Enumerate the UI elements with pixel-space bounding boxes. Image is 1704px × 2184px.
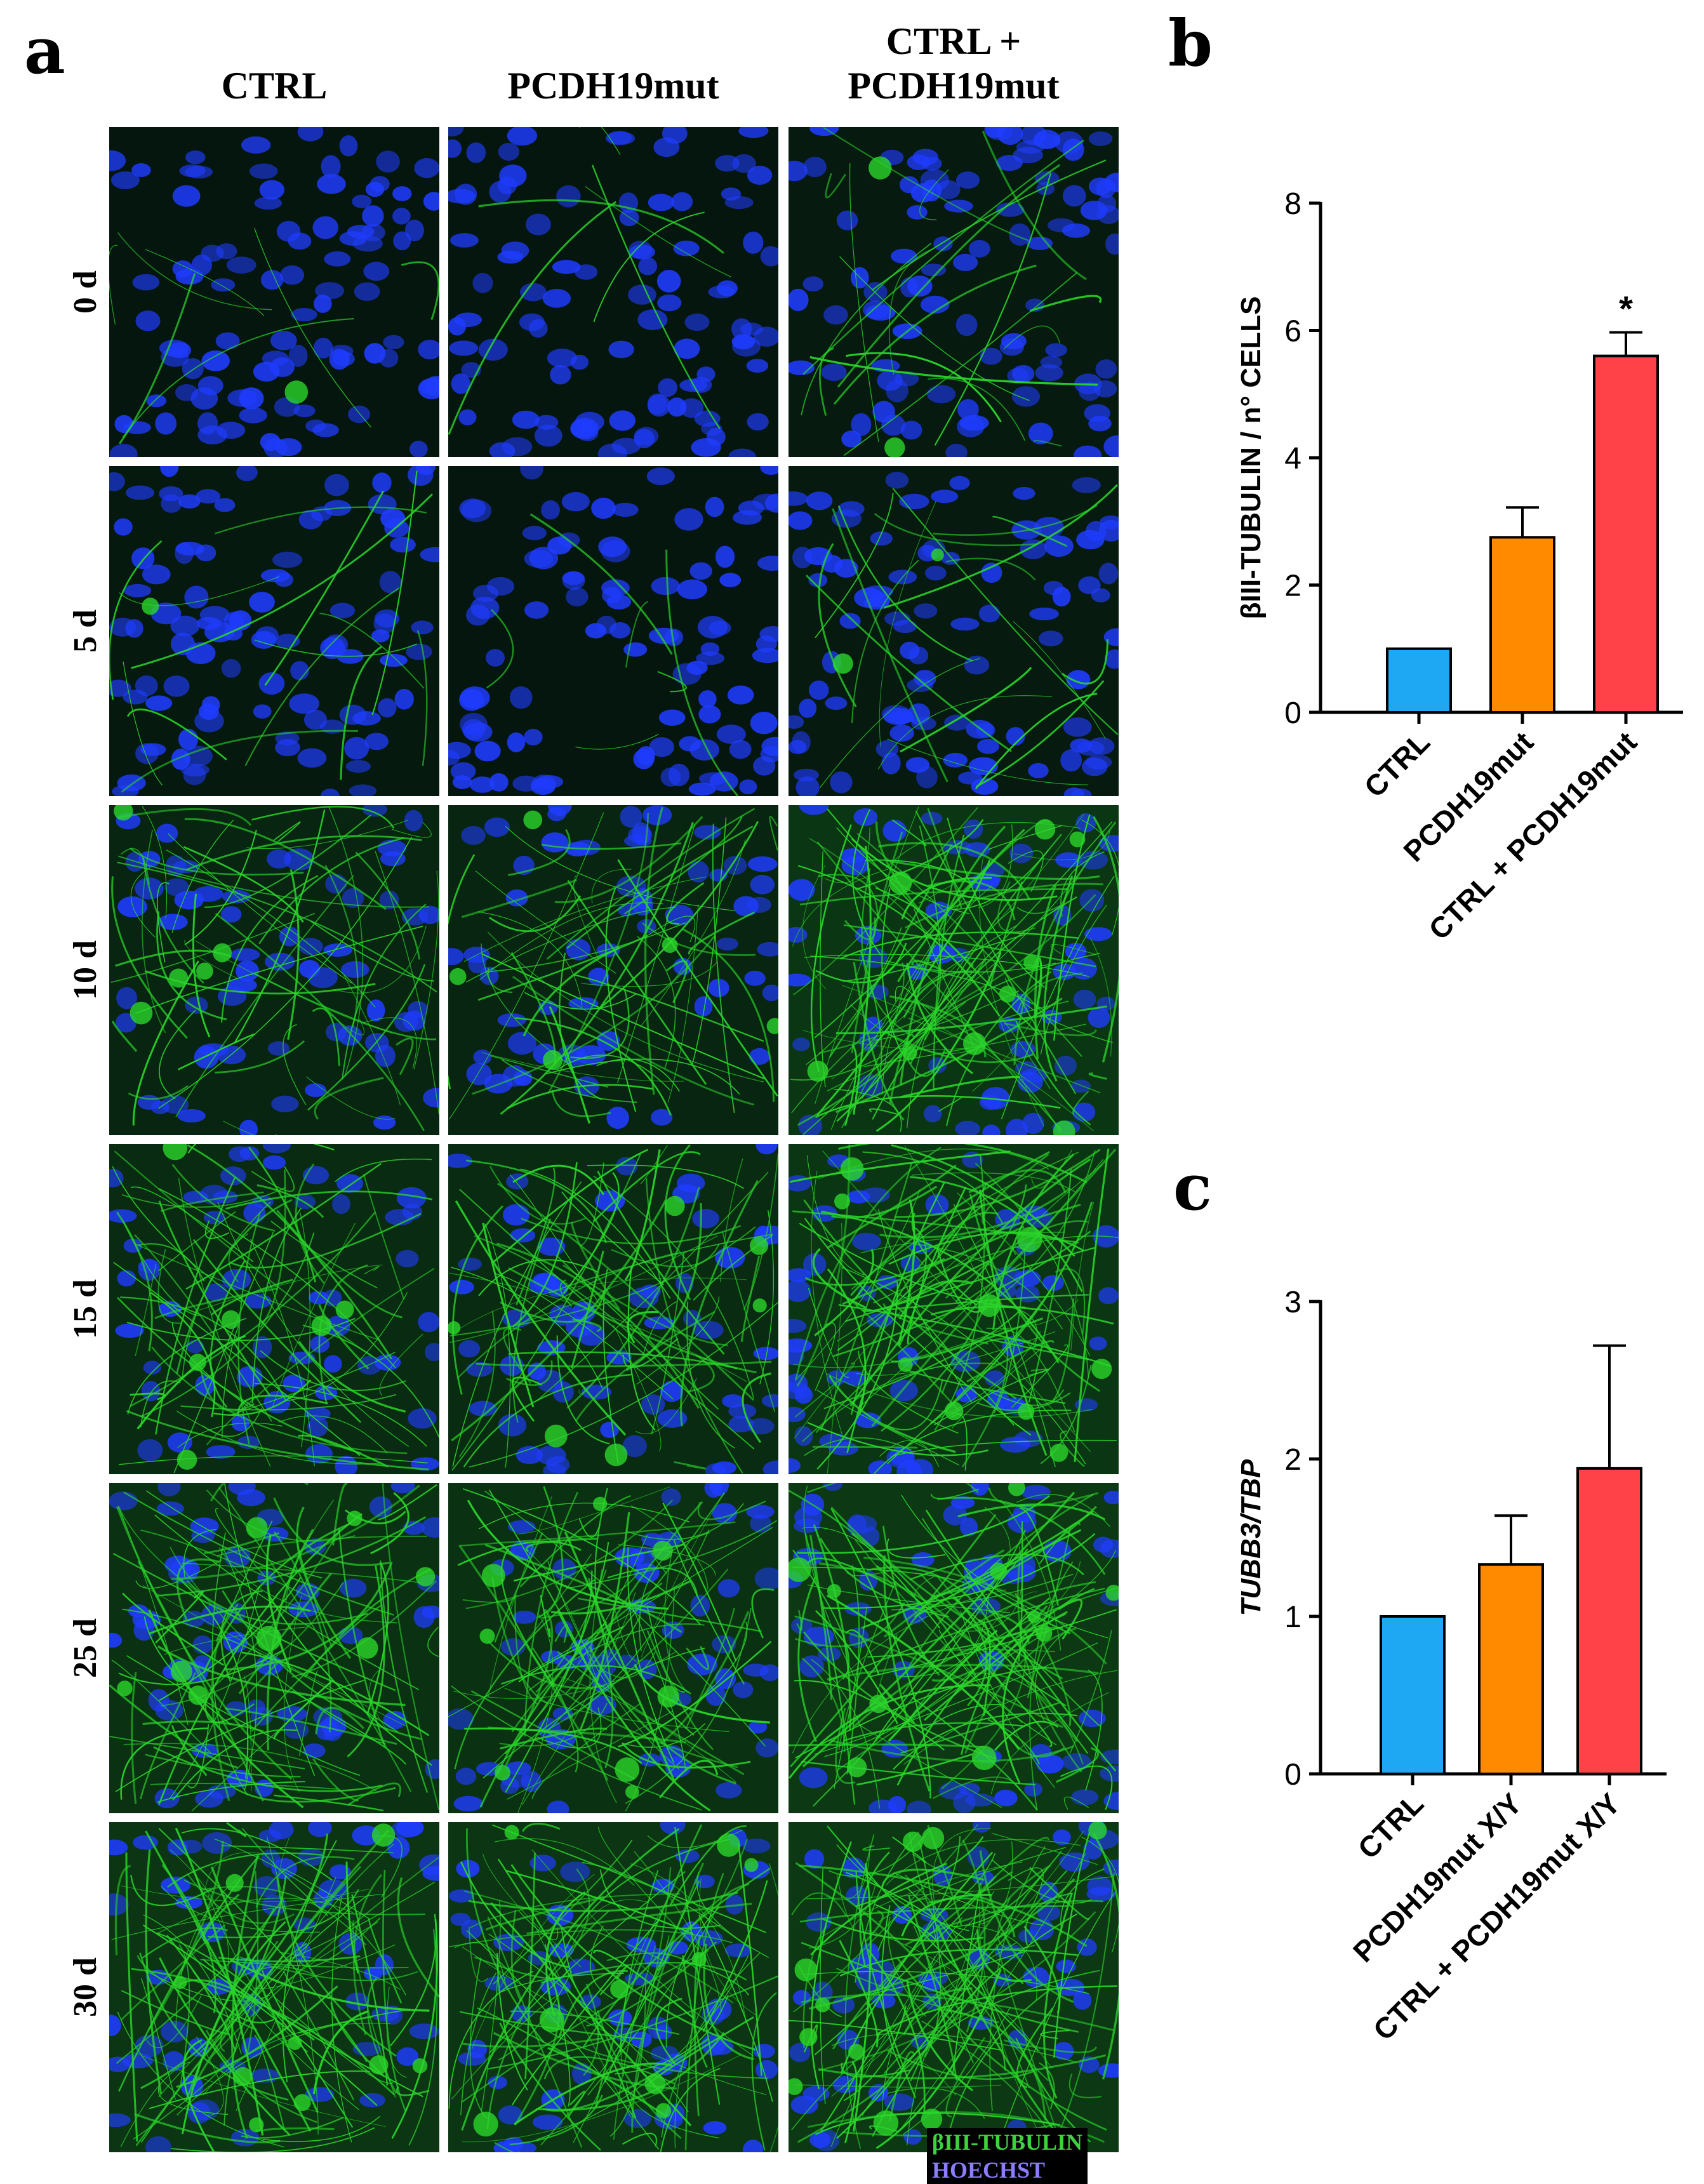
column-header-0: CTRL [109,63,439,108]
microscopy-image-r5-c1 [448,1822,778,2152]
microscopy-image-r3-c1 [448,1144,778,1474]
panel-label-b: b [1168,6,1213,81]
y-axis-label: TUBB3/TBP [1235,1459,1267,1616]
microscopy-image-r0-c0 [109,127,439,457]
microscopy-image-r5-c0 [109,1822,439,2152]
bar-0 [1386,647,1452,714]
microscopy-image-r1-c2 [789,466,1119,796]
x-tick-label-1: PCDH19mut X/Y [1347,1787,1528,1968]
significance-marker: * [1619,289,1633,329]
column-header-line: PCDH19mut [848,65,1060,107]
bar-0 [1380,1615,1446,1775]
row-label-2: 10 d [67,940,103,1000]
y-axis-label: βIII-TUBULIN / n° CELLS [1235,296,1267,620]
microscopy-image-r1-c1 [448,466,778,796]
microscopy-image-r3-c2 [789,1144,1119,1474]
panel-label-a: a [24,13,65,88]
microscopy-image-r2-c1 [448,805,778,1135]
legend-hoechst-label: HOECHST [932,2157,1046,2183]
x-tick-label-0: CTRL [1352,1787,1430,1865]
y-tick-label: 0 [1284,696,1301,730]
x-tick-label-0: CTRL [1358,725,1436,803]
y-tick-label: 6 [1284,315,1301,349]
column-header-line: CTRL [221,65,328,107]
row-label-4: 25 d [67,1618,103,1678]
microscopy-image-r5-c2 [789,1822,1119,2152]
column-header-line: CTRL + [886,20,1022,62]
panel-label-c: c [1173,1150,1212,1225]
row-label-5: 30 d [67,1957,103,2017]
scale-bar [800,2162,882,2168]
row-label-0: 0 d [67,270,103,314]
microscopy-image-r4-c2 [789,1483,1119,1813]
microscopy-image-r2-c0 [109,805,439,1135]
row-label-3: 15 d [67,1279,103,1339]
microscopy-image-r0-c2 [789,127,1119,457]
y-tick-label: 1 [1284,1601,1301,1634]
y-tick-label: 3 [1284,1286,1301,1319]
column-header-1: PCDH19mut [448,63,778,108]
bar-2 [1576,1467,1642,1775]
y-tick-label: 0 [1284,1758,1301,1792]
microscopy-image-r1-c0 [109,466,439,796]
microscopy-image-r3-c0 [109,1144,439,1474]
y-tick-label: 4 [1284,442,1301,476]
microscopy-image-r0-c1 [448,127,778,457]
y-tick-label: 2 [1284,1443,1301,1477]
microscopy-image-r4-c1 [448,1483,778,1813]
bar-1 [1478,1563,1544,1775]
microscopy-image-r2-c2 [789,805,1119,1135]
column-header-2: CTRL + PCDH19mut [789,19,1119,108]
row-label-1: 5 d [67,609,103,653]
bar-2 [1593,354,1659,714]
y-tick-label: 8 [1284,187,1301,221]
x-tick-label-2: CTRL + PCDH19mut [1422,725,1643,946]
y-tick-label: 2 [1284,569,1301,603]
microscopy-image-r4-c0 [109,1483,439,1813]
column-header-line: PCDH19mut [507,65,719,107]
stain-legend: βIII-TUBULIN HOECHST [927,2128,1088,2184]
legend-tubulin-label: βIII-TUBULIN [932,2129,1083,2155]
bar-1 [1489,536,1555,714]
